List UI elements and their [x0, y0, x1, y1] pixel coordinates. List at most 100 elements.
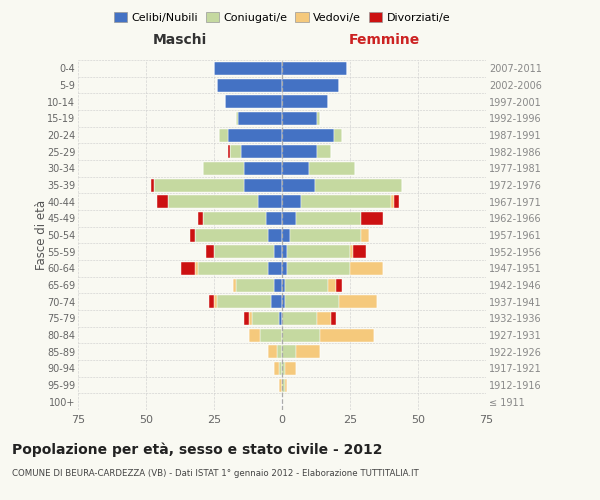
Bar: [394, 195, 399, 208]
Bar: [195, 262, 197, 275]
Bar: [296, 212, 361, 225]
Legend: Celibi/Nubili, Coniugati/e, Vedovi/e, Divorziati/e: Celibi/Nubili, Coniugati/e, Vedovi/e, Di…: [109, 8, 455, 28]
Bar: [209, 295, 214, 308]
Bar: [244, 312, 250, 325]
Bar: [190, 228, 195, 241]
Text: COMUNE DI BEURA-CARDEZZA (VB) - Dati ISTAT 1° gennaio 2012 - Elaborazione TUTTIT: COMUNE DI BEURA-CARDEZZA (VB) - Dati IST…: [12, 468, 419, 477]
Bar: [285, 362, 296, 375]
Bar: [214, 245, 274, 258]
Bar: [157, 195, 168, 208]
Bar: [282, 195, 301, 208]
Bar: [271, 295, 282, 308]
Bar: [252, 312, 279, 325]
Bar: [287, 245, 350, 258]
Bar: [282, 95, 328, 108]
Bar: [260, 328, 282, 342]
Bar: [331, 312, 337, 325]
Bar: [274, 362, 279, 375]
Bar: [282, 378, 285, 392]
Bar: [282, 145, 317, 158]
Bar: [203, 212, 266, 225]
Text: Fasce di età: Fasce di età: [35, 200, 48, 270]
Bar: [206, 245, 214, 258]
Bar: [282, 295, 285, 308]
Bar: [236, 278, 274, 291]
Bar: [282, 162, 309, 175]
Bar: [282, 362, 285, 375]
Bar: [225, 95, 282, 108]
Bar: [282, 345, 296, 358]
Bar: [282, 112, 317, 125]
Bar: [274, 278, 282, 291]
Bar: [361, 228, 369, 241]
Bar: [266, 212, 282, 225]
Bar: [317, 112, 320, 125]
Bar: [282, 62, 347, 75]
Bar: [282, 128, 334, 141]
Bar: [320, 328, 374, 342]
Bar: [217, 78, 282, 92]
Bar: [350, 262, 383, 275]
Bar: [282, 245, 287, 258]
Bar: [285, 295, 339, 308]
Bar: [257, 195, 282, 208]
Bar: [227, 145, 230, 158]
Bar: [154, 178, 244, 192]
Bar: [282, 262, 287, 275]
Bar: [250, 328, 260, 342]
Bar: [282, 328, 320, 342]
Bar: [168, 195, 257, 208]
Bar: [353, 245, 367, 258]
Bar: [328, 278, 337, 291]
Bar: [241, 145, 282, 158]
Text: Popolazione per età, sesso e stato civile - 2012: Popolazione per età, sesso e stato civil…: [12, 442, 383, 457]
Bar: [282, 278, 285, 291]
Bar: [285, 378, 287, 392]
Bar: [285, 278, 328, 291]
Bar: [350, 245, 353, 258]
Bar: [282, 78, 339, 92]
Bar: [230, 145, 241, 158]
Bar: [244, 162, 282, 175]
Bar: [279, 378, 282, 392]
Bar: [217, 295, 271, 308]
Bar: [151, 178, 154, 192]
Bar: [197, 262, 268, 275]
Bar: [317, 312, 331, 325]
Bar: [339, 295, 377, 308]
Bar: [250, 312, 252, 325]
Bar: [317, 145, 331, 158]
Bar: [277, 345, 282, 358]
Bar: [214, 62, 282, 75]
Bar: [220, 128, 227, 141]
Bar: [279, 362, 282, 375]
Text: Femmine: Femmine: [349, 32, 419, 46]
Bar: [268, 228, 282, 241]
Bar: [282, 228, 290, 241]
Bar: [361, 212, 383, 225]
Bar: [268, 262, 282, 275]
Bar: [274, 245, 282, 258]
Bar: [391, 195, 394, 208]
Bar: [334, 128, 342, 141]
Bar: [309, 162, 355, 175]
Bar: [227, 128, 282, 141]
Bar: [301, 195, 391, 208]
Bar: [238, 112, 282, 125]
Text: Maschi: Maschi: [153, 32, 207, 46]
Bar: [195, 228, 268, 241]
Bar: [282, 312, 317, 325]
Bar: [244, 178, 282, 192]
Bar: [337, 278, 342, 291]
Bar: [287, 262, 350, 275]
Bar: [214, 295, 217, 308]
Bar: [296, 345, 320, 358]
Bar: [203, 162, 244, 175]
Bar: [197, 212, 203, 225]
Bar: [181, 262, 195, 275]
Bar: [279, 312, 282, 325]
Bar: [236, 112, 238, 125]
Bar: [233, 278, 236, 291]
Bar: [282, 212, 296, 225]
Bar: [282, 178, 314, 192]
